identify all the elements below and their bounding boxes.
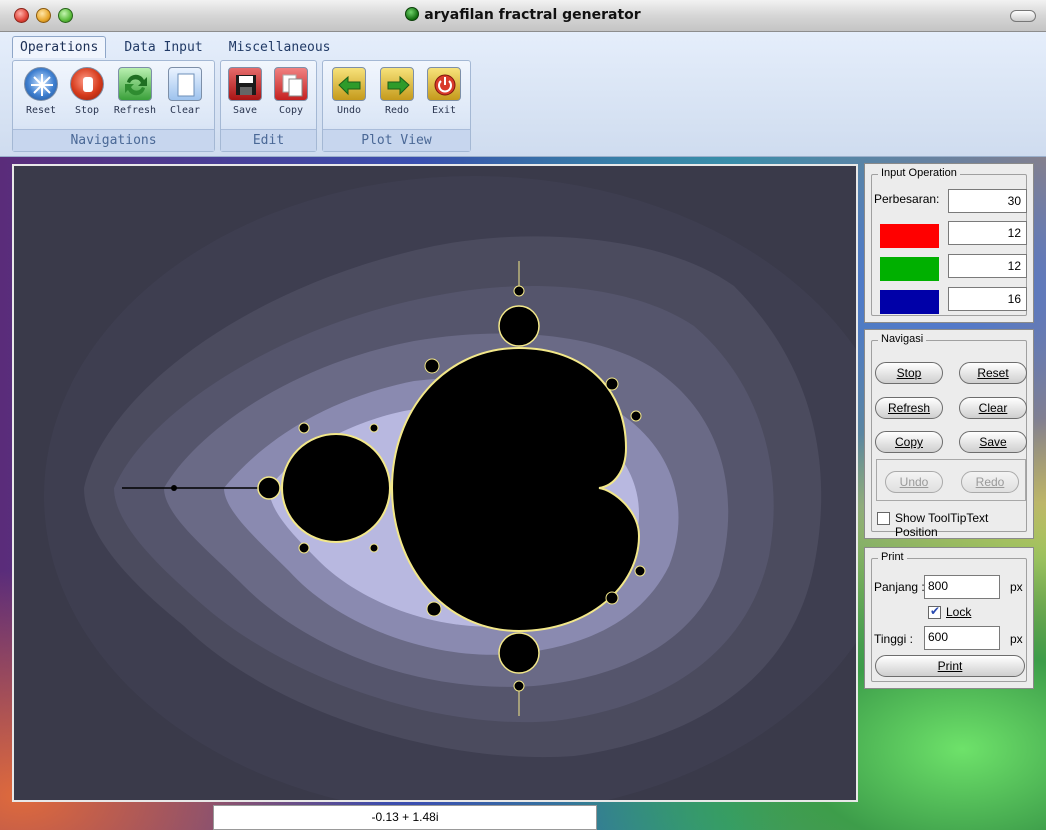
fractal-canvas[interactable] <box>12 164 858 802</box>
green-color-swatch <box>880 257 939 281</box>
show-tooltip-checkbox[interactable] <box>877 512 890 525</box>
nav-save-button[interactable]: Save <box>959 431 1027 453</box>
minimize-window-icon[interactable] <box>36 8 51 23</box>
nav-clear-button[interactable]: Clear <box>959 397 1027 419</box>
stop-icon <box>70 67 104 101</box>
redo-button[interactable]: Redo <box>375 67 419 116</box>
reset-button[interactable]: Reset <box>19 67 63 116</box>
undo-redo-group: Undo Redo <box>876 459 1026 501</box>
window-title-container: aryafilan fractral generator <box>0 7 1046 23</box>
blue-color-swatch <box>880 290 939 314</box>
undo-button[interactable]: Undo <box>327 67 371 116</box>
nav-reset-button[interactable]: Reset <box>959 362 1027 384</box>
app-logo-icon <box>405 7 420 21</box>
group-navigations: Reset Stop Refresh Clear Navigatio <box>12 60 215 152</box>
nav-refresh-button[interactable]: Refresh <box>875 397 943 419</box>
mandelbrot-plot <box>44 176 856 800</box>
zoom-window-icon[interactable] <box>58 8 73 23</box>
lock-checkbox[interactable] <box>928 604 941 619</box>
exit-button-label: Exit <box>431 105 457 116</box>
nav-stop-button[interactable]: Stop <box>875 362 943 384</box>
group-edit: Save Copy Edit <box>220 60 317 152</box>
copy-button-label: Copy <box>278 105 304 116</box>
lock-label: Lock <box>946 605 972 619</box>
nav-redo-button[interactable]: Redo <box>961 471 1019 493</box>
tinggi-unit-label: px <box>1010 632 1023 646</box>
exit-icon <box>427 67 461 101</box>
save-icon <box>228 67 262 101</box>
group-label-navigations: Navigations <box>13 129 214 151</box>
save-button-label: Save <box>232 105 258 116</box>
coordinate-readout: -0.13 + 1.48i <box>213 805 597 830</box>
clear-icon <box>168 67 202 101</box>
clear-button[interactable]: Clear <box>163 67 207 116</box>
navigasi-legend: Navigasi <box>878 333 927 345</box>
tinggi-label: Tinggi : <box>874 632 913 646</box>
copy-icon <box>274 67 308 101</box>
group-label-plot-view: Plot View <box>323 129 470 151</box>
group-plot-view: Undo Redo Exit Plot View <box>322 60 471 152</box>
perbesaran-input[interactable]: 30 <box>948 189 1027 213</box>
print-panel: Print Panjang : 800 px Lock Tinggi : 600… <box>864 547 1034 689</box>
print-button[interactable]: Print <box>875 655 1025 677</box>
reset-button-label: Reset <box>25 105 57 116</box>
ribbon-tabs: Operations Data Input Miscellaneous <box>12 36 344 60</box>
refresh-button[interactable]: Refresh <box>113 67 157 116</box>
panjang-unit-label: px <box>1010 580 1023 594</box>
blue-value-input[interactable]: 16 <box>948 287 1027 311</box>
input-operation-legend: Input Operation <box>878 167 960 179</box>
close-window-icon[interactable] <box>14 8 29 23</box>
nav-copy-button[interactable]: Copy <box>875 431 943 453</box>
refresh-icon <box>118 67 152 101</box>
tab-operations[interactable]: Operations <box>12 36 107 58</box>
tinggi-input[interactable]: 600 <box>924 626 1000 650</box>
tab-miscellaneous[interactable]: Miscellaneous <box>228 40 331 55</box>
input-operation-panel: Input Operation Perbesaran: 30 12 12 16 <box>864 163 1034 323</box>
window-title: aryafilan fractral generator <box>424 7 641 23</box>
print-fieldset: Print Panjang : 800 px Lock Tinggi : 600… <box>871 551 1027 682</box>
panjang-input[interactable]: 800 <box>924 575 1000 599</box>
input-operation-fieldset: Input Operation Perbesaran: 30 12 12 16 <box>871 167 1027 316</box>
main-area: -0.13 + 1.48i <box>0 157 1046 830</box>
red-color-swatch <box>880 224 939 248</box>
title-bar: aryafilan fractral generator <box>0 0 1046 32</box>
refresh-button-label: Refresh <box>113 105 157 116</box>
group-label-edit: Edit <box>221 129 316 151</box>
stop-button-label: Stop <box>74 105 100 116</box>
redo-button-label: Redo <box>384 105 410 116</box>
save-button[interactable]: Save <box>223 67 267 116</box>
toolbar-toggle-icon[interactable] <box>1010 10 1036 22</box>
green-value-input[interactable]: 12 <box>948 254 1027 278</box>
print-legend: Print <box>878 551 907 563</box>
redo-icon <box>380 67 414 101</box>
red-value-input[interactable]: 12 <box>948 221 1027 245</box>
clear-button-label: Clear <box>169 105 201 116</box>
perbesaran-label: Perbesaran: <box>874 192 940 206</box>
nav-undo-button[interactable]: Undo <box>885 471 943 493</box>
undo-icon <box>332 67 366 101</box>
undo-button-label: Undo <box>336 105 362 116</box>
reset-icon <box>24 67 58 101</box>
tab-data-input[interactable]: Data Input <box>124 40 203 55</box>
panjang-label: Panjang : <box>874 580 925 594</box>
navigasi-panel: Navigasi Stop Reset Refresh Clear Copy S… <box>864 329 1034 539</box>
copy-button[interactable]: Copy <box>269 67 313 116</box>
stop-button[interactable]: Stop <box>65 67 109 116</box>
exit-button[interactable]: Exit <box>422 67 466 116</box>
navigasi-fieldset: Navigasi Stop Reset Refresh Clear Copy S… <box>871 333 1027 539</box>
ribbon: Operations Data Input Miscellaneous Rese… <box>0 32 1046 157</box>
show-tooltip-label: Show ToolTipText Position <box>895 511 989 539</box>
